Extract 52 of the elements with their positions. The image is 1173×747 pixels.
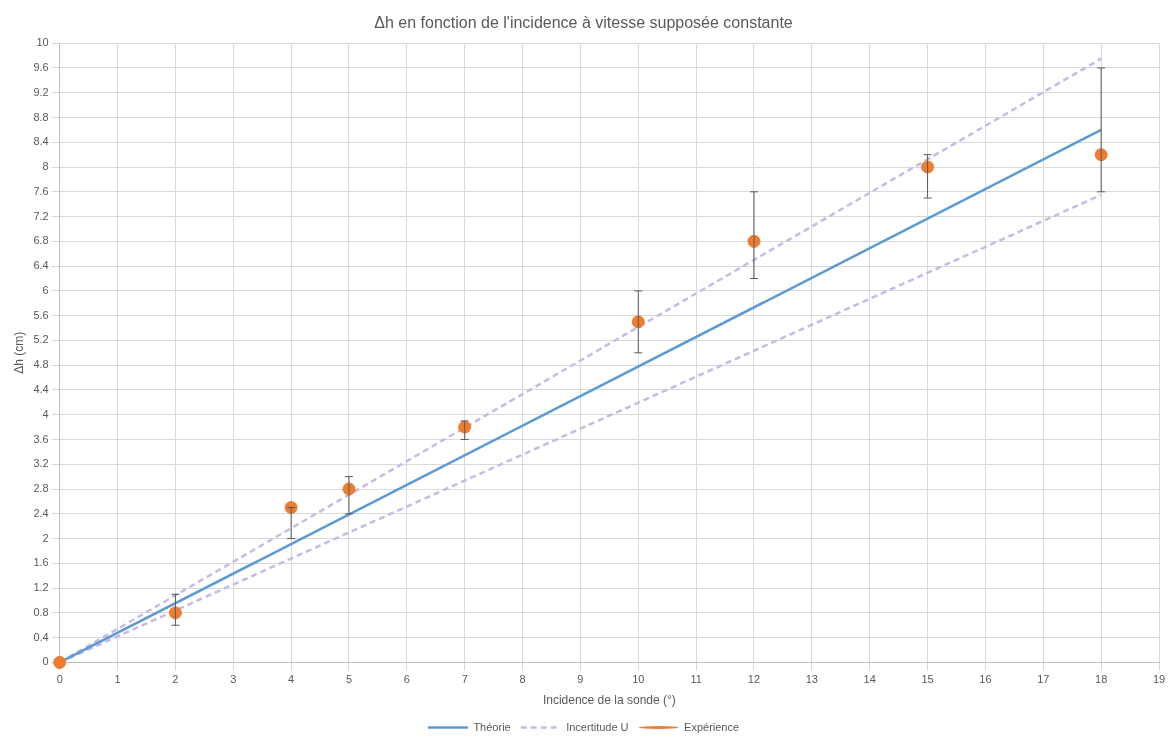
x-tick-label: 16 bbox=[979, 673, 992, 686]
x-tick-label: 9 bbox=[577, 673, 584, 686]
y-tick-label: 9.2 bbox=[33, 85, 49, 98]
y-tick-label: 7.6 bbox=[33, 184, 49, 197]
y-tick-label: 0.8 bbox=[33, 605, 49, 618]
x-tick-label: 10 bbox=[632, 673, 645, 686]
x-tick-label: 6 bbox=[403, 673, 410, 686]
y-axis-title: Δh (cm) bbox=[11, 331, 26, 374]
x-tick-label: 2 bbox=[172, 673, 179, 686]
x-tick-label: 14 bbox=[863, 673, 876, 686]
y-tick-label: 0 bbox=[42, 655, 49, 668]
x-tick-label: 7 bbox=[461, 673, 468, 686]
x-tick-label: 11 bbox=[690, 673, 702, 686]
x-tick-label: 15 bbox=[921, 673, 934, 686]
y-tick-label: 4.8 bbox=[33, 358, 49, 371]
x-tick-label: 0 bbox=[56, 673, 63, 686]
legend-label: Incertitude U bbox=[566, 720, 629, 733]
y-tick-label: 1.2 bbox=[33, 581, 49, 594]
y-tick-label: 1.6 bbox=[33, 556, 49, 569]
y-tick-label: 6.8 bbox=[33, 234, 49, 247]
y-tick-label: 5.6 bbox=[33, 308, 49, 321]
x-tick-label: 19 bbox=[1152, 673, 1166, 686]
y-tick-label: 4 bbox=[42, 407, 49, 420]
y-tick-label: 9.6 bbox=[33, 61, 49, 73]
x-tick-label: 3 bbox=[230, 673, 237, 686]
y-tick-label: 8.4 bbox=[33, 135, 49, 148]
chart-title: Δh en fonction de l'incidence à vitesse supposée constante bbox=[374, 14, 793, 32]
x-tick-label: 4 bbox=[288, 673, 295, 686]
y-tick-label: 3.2 bbox=[33, 457, 49, 470]
legend-label: Expérience bbox=[684, 720, 740, 733]
y-tick-label: 2.8 bbox=[33, 482, 49, 495]
y-tick-label: 4.4 bbox=[33, 382, 49, 395]
x-tick-label: 12 bbox=[747, 673, 761, 686]
y-tick-label: 7.2 bbox=[33, 209, 49, 222]
y-tick-label: 10 bbox=[36, 36, 49, 49]
x-tick-label: 8 bbox=[519, 673, 526, 686]
y-tick-label: 2.4 bbox=[33, 506, 49, 519]
x-tick-label: 18 bbox=[1095, 673, 1108, 686]
x-tick-label: 5 bbox=[345, 673, 353, 686]
x-tick-label: 17 bbox=[1037, 673, 1050, 686]
y-tick-label: 2 bbox=[42, 531, 49, 544]
y-tick-label: 6 bbox=[42, 283, 49, 296]
y-tick-label: 5.2 bbox=[33, 333, 49, 346]
legend-label: Théorie bbox=[473, 720, 511, 733]
y-tick-label: 8.8 bbox=[33, 110, 49, 123]
y-tick-label: 6.4 bbox=[33, 259, 49, 272]
x-axis-title: Incidence de la sonde (°) bbox=[542, 693, 676, 708]
y-tick-label: 0.4 bbox=[33, 630, 49, 643]
y-tick-label: 8 bbox=[42, 160, 49, 173]
y-tick-label: 3.6 bbox=[33, 432, 49, 445]
x-tick-label: 1 bbox=[114, 673, 121, 686]
x-tick-label: 13 bbox=[805, 673, 818, 686]
